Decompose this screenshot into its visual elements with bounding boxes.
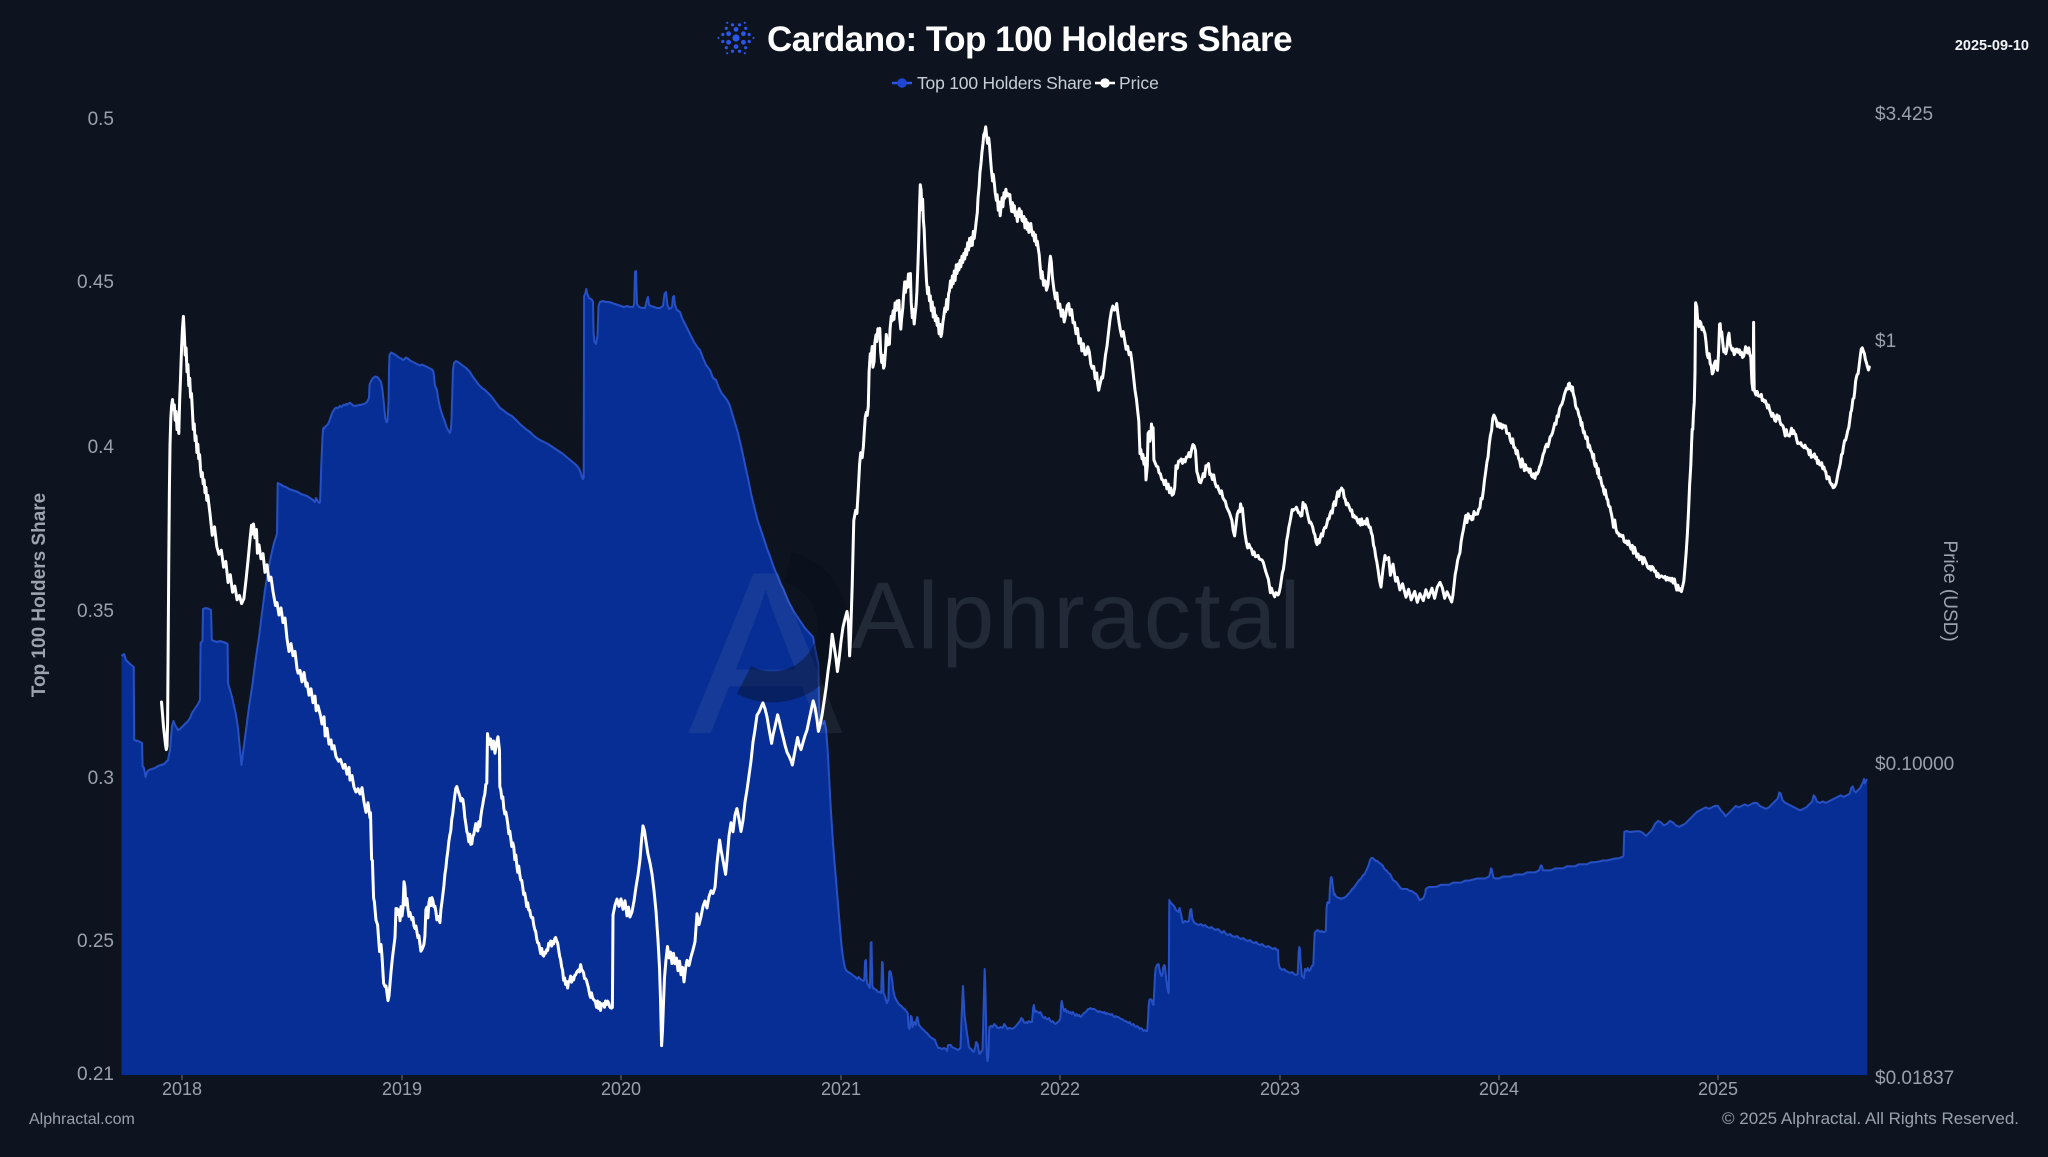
svg-text:0.3: 0.3 bbox=[88, 768, 114, 789]
svg-text:© 2025 Alphractal. All Rights: © 2025 Alphractal. All Rights Reserved. bbox=[1722, 1109, 2019, 1128]
svg-text:2021: 2021 bbox=[821, 1079, 861, 1099]
svg-text:2025-09-10: 2025-09-10 bbox=[1955, 38, 2029, 54]
svg-text:2018: 2018 bbox=[162, 1079, 202, 1099]
svg-text:Cardano: Top 100 Holders Share: Cardano: Top 100 Holders Share bbox=[767, 20, 1292, 59]
svg-text:$1: $1 bbox=[1875, 331, 1896, 352]
svg-text:0.4: 0.4 bbox=[88, 437, 115, 458]
svg-text:Top 100 Holders Share: Top 100 Holders Share bbox=[29, 493, 50, 698]
svg-text:Alphractal: Alphractal bbox=[851, 563, 1303, 669]
svg-text:Price (USD): Price (USD) bbox=[1939, 540, 1960, 641]
svg-text:2019: 2019 bbox=[382, 1079, 422, 1099]
svg-text:Price: Price bbox=[1119, 73, 1159, 93]
svg-text:2022: 2022 bbox=[1040, 1079, 1080, 1099]
svg-text:$3.425: $3.425 bbox=[1875, 104, 1933, 125]
svg-text:0.45: 0.45 bbox=[77, 272, 114, 293]
svg-text:$0.01837: $0.01837 bbox=[1875, 1068, 1954, 1089]
svg-text:A: A bbox=[688, 524, 843, 783]
svg-text:0.21: 0.21 bbox=[77, 1064, 114, 1085]
svg-text:0.5: 0.5 bbox=[88, 109, 114, 130]
svg-text:0.35: 0.35 bbox=[77, 601, 114, 622]
svg-text:2023: 2023 bbox=[1260, 1079, 1300, 1099]
svg-text:Alphractal.com: Alphractal.com bbox=[29, 1111, 135, 1128]
svg-text:0.25: 0.25 bbox=[77, 931, 114, 952]
svg-text:2020: 2020 bbox=[601, 1079, 641, 1099]
svg-text:2025: 2025 bbox=[1698, 1079, 1738, 1099]
svg-text:2024: 2024 bbox=[1479, 1079, 1519, 1099]
svg-text:$0.10000: $0.10000 bbox=[1875, 754, 1954, 775]
svg-text:Top 100 Holders Share: Top 100 Holders Share bbox=[917, 73, 1092, 93]
